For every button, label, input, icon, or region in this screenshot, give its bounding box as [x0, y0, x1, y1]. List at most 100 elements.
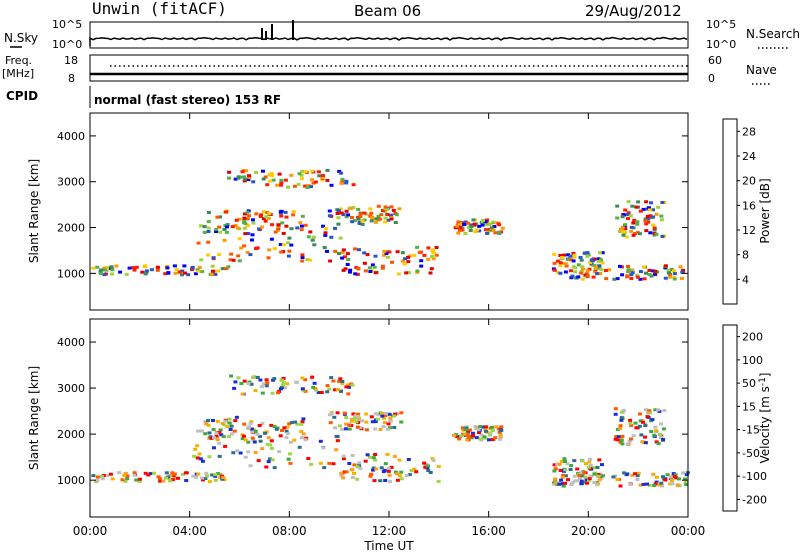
data-cell — [612, 277, 617, 281]
data-cell — [261, 169, 265, 173]
colorbar-tick-label: 16 — [742, 199, 756, 212]
data-cell — [672, 272, 677, 276]
data-cell — [132, 473, 137, 477]
data-cell — [186, 273, 191, 277]
data-cell — [478, 437, 483, 441]
data-cell — [327, 214, 332, 218]
data-cell — [251, 221, 256, 225]
data-cell — [668, 475, 673, 479]
data-cell — [645, 215, 650, 218]
data-cell — [224, 230, 229, 234]
data-cell — [166, 475, 171, 479]
x-axis-label: Time UT — [363, 539, 414, 553]
data-cell — [368, 207, 373, 211]
data-cell — [272, 377, 277, 381]
data-cell — [177, 270, 182, 274]
data-cell — [322, 246, 327, 249]
data-cell — [351, 476, 355, 479]
nsearch-tick-bottom: 10^0 — [706, 38, 736, 51]
data-cell — [654, 480, 659, 484]
freq-label: Freq. — [5, 54, 32, 67]
data-cell — [556, 481, 561, 484]
data-cell — [340, 251, 345, 255]
data-cell — [127, 266, 132, 270]
data-cell — [653, 272, 657, 276]
data-cell — [661, 438, 665, 441]
data-cell — [196, 269, 201, 273]
data-cell — [651, 472, 656, 476]
x-tick-label: 00:00 — [671, 524, 706, 538]
data-cell — [268, 443, 272, 447]
data-cell — [273, 230, 278, 234]
data-cell — [388, 419, 393, 423]
data-cell — [347, 427, 352, 431]
data-cell — [621, 408, 626, 412]
data-cell — [339, 473, 344, 477]
data-cell — [350, 383, 355, 387]
data-cell — [614, 435, 619, 439]
data-cell — [338, 377, 343, 381]
data-cell — [638, 412, 642, 416]
data-cell — [576, 263, 581, 267]
nsearch-tick-top: 10^5 — [706, 18, 736, 31]
data-cell — [299, 228, 304, 232]
data-cell — [181, 472, 185, 476]
data-cell — [631, 434, 636, 438]
data-cell — [596, 474, 601, 478]
data-cell — [489, 226, 494, 230]
data-cell — [280, 429, 284, 432]
data-cell — [218, 428, 223, 432]
power-panel: 1000 2000 3000 4000 Slant Range [km] — [27, 112, 689, 311]
data-cell — [352, 417, 357, 421]
data-cell — [278, 210, 283, 214]
data-cell — [351, 183, 356, 187]
data-cell — [137, 479, 142, 483]
data-cell — [457, 222, 462, 225]
data-cell — [380, 264, 385, 268]
data-cell — [300, 420, 305, 424]
data-cell — [269, 171, 274, 175]
data-cell — [577, 477, 582, 481]
data-cell — [557, 482, 562, 486]
data-cell — [337, 169, 342, 173]
x-tick-label: 08:00 — [272, 524, 307, 538]
freq-unit: [MHz] — [2, 67, 34, 80]
data-cell — [303, 378, 308, 382]
data-cell — [622, 213, 627, 217]
data-cell — [259, 213, 263, 217]
data-cell — [347, 385, 351, 389]
data-cell — [102, 266, 107, 270]
data-cell — [672, 277, 677, 281]
data-cell — [617, 230, 622, 234]
data-cell — [301, 417, 306, 421]
data-cell — [276, 223, 281, 227]
data-cell — [335, 439, 340, 443]
data-cell — [595, 465, 600, 469]
data-cell — [199, 429, 204, 433]
data-cell — [579, 479, 584, 483]
data-cell — [287, 249, 292, 253]
data-cell — [288, 440, 293, 444]
data-cell — [380, 266, 385, 270]
data-cell — [651, 223, 656, 227]
data-cell — [303, 389, 308, 393]
data-cell — [426, 469, 431, 473]
data-cell — [572, 255, 577, 259]
data-cell — [599, 258, 603, 262]
data-cell — [256, 459, 261, 463]
data-cell — [406, 255, 410, 259]
data-cell — [215, 437, 220, 441]
data-cell — [484, 228, 488, 232]
data-cell — [629, 225, 634, 229]
data-cell — [329, 412, 334, 416]
data-cell — [202, 230, 207, 234]
data-cell — [333, 249, 338, 253]
data-cell — [323, 231, 328, 235]
data-cell — [146, 473, 151, 477]
data-cell — [362, 261, 367, 265]
data-cell — [269, 423, 274, 427]
data-cell — [381, 416, 386, 420]
data-cell — [680, 276, 684, 280]
data-cell — [558, 261, 563, 265]
data-cell — [215, 419, 220, 423]
